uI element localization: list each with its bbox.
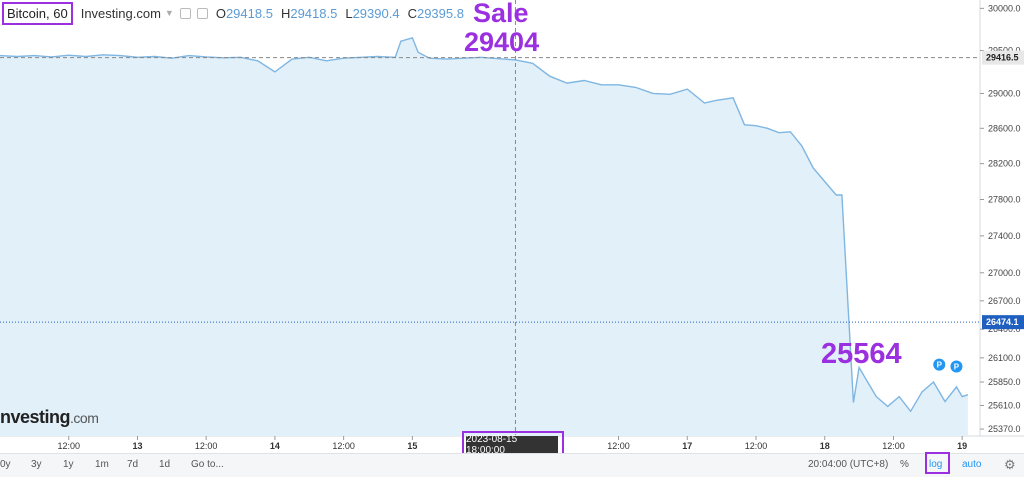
range-button-7d[interactable]: 7d [127, 459, 139, 470]
close-value: 29395.8 [416, 5, 464, 21]
y-tick-label-9: 26400.0 [988, 324, 1021, 334]
last-price-label-text: 26474.1 [986, 317, 1019, 327]
investing-watermark: nvesting.com [0, 407, 99, 428]
p-marker-icon-1 [950, 360, 963, 373]
y-tick-label-2: 29000.0 [988, 88, 1021, 98]
p-marker-label-1: P [954, 363, 960, 372]
x-tick-label-2: 12:00 [195, 441, 218, 451]
y-tick-label-8: 26700.0 [988, 296, 1021, 306]
sale-value-annotation: 29404 [464, 27, 540, 57]
y-tick-label-5: 27800.0 [988, 194, 1021, 204]
y-tick-label-10: 26100.0 [988, 353, 1021, 363]
range-button-1y[interactable]: 1y [63, 459, 74, 470]
y-tick-label-0: 30000.0 [988, 3, 1021, 13]
p-marker-icon-0 [933, 358, 946, 371]
y-tick-label-7: 27000.0 [988, 268, 1021, 278]
bottom-toolbar: 0y 3y 1y 1m 7d 1d Go to... 20:04:00 (UTC… [0, 453, 1024, 477]
p-marker-label-0: P [937, 361, 943, 370]
range-button-3y[interactable]: 3y [31, 459, 42, 470]
log-toggle[interactable]: log [929, 459, 943, 470]
chart-legend: Bitcoin, 60 Investing.com ▼ O29418.5 H29… [0, 0, 464, 26]
range-button-1m[interactable]: 1m [95, 459, 109, 470]
x-tick-label-12: 12:00 [882, 441, 905, 451]
y-tick-label-13: 25370.0 [988, 424, 1021, 434]
watermark-suffix: .com [70, 410, 99, 426]
auto-toggle[interactable]: auto [962, 459, 982, 470]
x-tick-label-1: 13 [132, 441, 142, 451]
y-tick-label-11: 25850.0 [988, 377, 1021, 387]
y-tick-label-3: 28600.0 [988, 123, 1021, 133]
x-tick-label-8: 12:00 [607, 441, 630, 451]
current-price-label-box [982, 50, 1024, 65]
high-value: 29418.5 [290, 5, 338, 21]
percent-toggle[interactable]: % [900, 459, 909, 470]
low-value-annotation: 25564 [821, 338, 902, 370]
x-tick-label-13: 19 [957, 441, 967, 451]
current-price-label-text: 29416.5 [986, 53, 1019, 63]
watermark-main: nvesting [0, 407, 71, 427]
log-toggle-highlight [925, 452, 950, 474]
sale-annotation: Sale [473, 0, 529, 28]
x-tick-label-11: 18 [820, 441, 830, 451]
x-tick-label-3: 14 [270, 441, 280, 451]
crosshair-time-label: 2023-08-15 18:00:00 [466, 434, 558, 456]
exchange-label: Investing.com [80, 5, 161, 21]
goto-button[interactable]: Go to... [191, 459, 224, 470]
open-value: 29418.5 [225, 5, 273, 21]
ohlc-open: O29418.5 [216, 6, 273, 21]
chevron-down-icon[interactable]: ▼ [164, 8, 174, 18]
clock-label: 20:04:00 (UTC+8) [808, 459, 889, 470]
series-area [0, 37, 968, 437]
last-price-label-box [982, 315, 1024, 330]
settings-small-icon[interactable] [196, 7, 208, 19]
visibility-icon[interactable] [179, 7, 191, 19]
range-button-1d[interactable]: 1d [159, 459, 171, 470]
y-tick-label-12: 25610.0 [988, 400, 1021, 410]
low-value: 29390.4 [352, 5, 400, 21]
x-tick-label-5: 15 [407, 441, 417, 451]
open-label: O [215, 5, 226, 21]
range-button-0y[interactable]: 0y [0, 459, 11, 470]
x-tick-label-10: 12:00 [745, 441, 768, 451]
ohlc-low: L29390.4 [345, 6, 399, 21]
close-label: C [407, 5, 417, 21]
ohlc-high: H29418.5 [281, 6, 337, 21]
symbol-label[interactable]: Bitcoin, 60 [2, 1, 73, 25]
x-tick-label-4: 12:00 [332, 441, 355, 451]
gear-icon[interactable]: ⚙ [1004, 457, 1016, 472]
ohlc-close: C29395.8 [408, 6, 464, 21]
high-label: H [280, 5, 291, 21]
y-tick-label-6: 27400.0 [988, 231, 1021, 241]
y-tick-label-1: 29500.0 [988, 46, 1021, 56]
x-tick-label-0: 12:00 [57, 441, 80, 451]
series-line [0, 36, 969, 413]
y-tick-label-4: 28200.0 [988, 159, 1021, 169]
low-label: L [345, 5, 353, 21]
x-tick-label-9: 17 [682, 441, 692, 451]
